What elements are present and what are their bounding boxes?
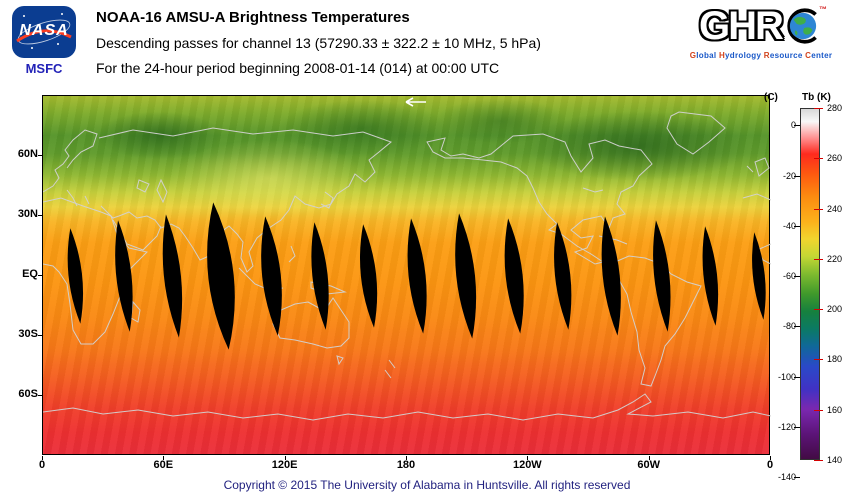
swath-gap xyxy=(601,216,621,336)
swath-gap xyxy=(311,222,329,330)
celsius-tick xyxy=(794,376,800,378)
colorbar-unit-kelvin: Tb (K) xyxy=(802,92,831,103)
lat-tick-label: 60N xyxy=(17,148,38,160)
lat-tick-label: 60S xyxy=(18,388,38,400)
copyright: Copyright © 2015 The University of Alaba… xyxy=(223,478,631,492)
kelvin-tick xyxy=(814,309,823,311)
celsius-tick-label: -60 xyxy=(782,271,796,282)
celsius-tick xyxy=(794,276,800,278)
kelvin-tick xyxy=(814,158,823,160)
celsius-tick-label: -140 xyxy=(777,472,796,483)
swath-gap xyxy=(162,214,183,338)
kelvin-tick xyxy=(814,409,823,411)
kelvin-tick-label: 260 xyxy=(827,153,843,164)
ghrc-logo: GHR ™ Global Hydrology Resource Center xyxy=(672,2,850,60)
lat-tick xyxy=(38,335,42,336)
lon-tick-label: 180 xyxy=(396,459,416,471)
swath-direction-arrow-icon xyxy=(405,97,426,107)
ghrc-letters: GHR xyxy=(699,4,784,48)
swath-gap xyxy=(360,224,378,328)
lat-tick-label: 30N xyxy=(17,208,38,220)
coastlines xyxy=(43,111,771,421)
colorbar xyxy=(800,108,820,460)
swath-gap xyxy=(752,232,766,320)
lat-tick-label: 30S xyxy=(18,328,38,340)
celsius-tick-label: -80 xyxy=(782,321,796,332)
celsius-tick xyxy=(794,125,800,127)
kelvin-tick xyxy=(814,460,823,461)
subtitle-channel: Descending passes for channel 13 (57290.… xyxy=(96,35,541,51)
kelvin-tick-label: 280 xyxy=(827,103,843,113)
lon-tick-label: 120E xyxy=(271,459,298,471)
lon-tick-label: 0 xyxy=(766,459,774,471)
lat-tick xyxy=(38,155,42,156)
kelvin-tick-label: 160 xyxy=(827,404,843,415)
lon-tick xyxy=(648,456,650,460)
kelvin-tick-label: 220 xyxy=(827,253,843,264)
lat-tick xyxy=(38,215,42,216)
kelvin-tick-label: 240 xyxy=(827,203,843,214)
lon-tick xyxy=(406,456,407,460)
lon-tick xyxy=(163,456,165,460)
kelvin-tick xyxy=(814,258,823,260)
nasa-wordmark: NASA xyxy=(19,22,69,39)
page-title: NOAA-16 AMSU-A Brightness Temperatures xyxy=(96,9,410,26)
swath-gap xyxy=(67,228,84,324)
celsius-tick-label: -120 xyxy=(777,421,796,432)
title-block: NOAA-16 AMSU-A Brightness Temperatures D… xyxy=(96,9,541,76)
celsius-tick-label: -40 xyxy=(782,220,796,231)
lon-tick-label: 60E xyxy=(153,459,174,471)
lon-tick-label: 0 xyxy=(38,459,46,471)
subtitle-period: For the 24-hour period beginning 2008-01… xyxy=(96,60,500,76)
celsius-tick xyxy=(794,477,800,479)
lon-tick xyxy=(527,456,529,460)
celsius-tick xyxy=(794,326,800,328)
lon-tick-label: 120W xyxy=(512,459,542,471)
kelvin-tick-label: 200 xyxy=(827,304,843,315)
kelvin-tick xyxy=(814,108,823,109)
swath-gap xyxy=(554,222,572,330)
lat-tick xyxy=(38,275,42,276)
lon-tick-label: 60W xyxy=(637,459,660,471)
trademark-mark: ™ xyxy=(818,5,827,14)
celsius-tick xyxy=(794,175,800,177)
swath-gaps xyxy=(67,202,766,350)
celsius-tick xyxy=(794,225,800,227)
colorbar-unit-celsius: (C) xyxy=(764,92,778,103)
map-panel xyxy=(42,95,771,455)
kelvin-tick-label: 140 xyxy=(827,455,843,465)
swath-gap xyxy=(115,220,133,332)
swath-gap xyxy=(702,226,719,326)
swath-gap xyxy=(504,218,524,334)
lon-tick xyxy=(42,456,43,460)
msfc-label: MSFC xyxy=(25,61,63,76)
celsius-tick-label: -20 xyxy=(782,170,796,181)
lat-tick-label: EQ xyxy=(22,268,38,280)
kelvin-tick xyxy=(814,359,823,361)
swath-gap xyxy=(455,213,477,339)
map-overlay xyxy=(43,97,771,421)
ghrc-subtitle: Global Hydrology Resource Center xyxy=(689,51,833,60)
celsius-tick xyxy=(794,426,800,428)
kelvin-tick-label: 180 xyxy=(827,354,843,365)
swath-gap xyxy=(407,218,427,334)
celsius-tick-label: -100 xyxy=(777,371,796,382)
lat-tick xyxy=(38,395,42,396)
nasa-insignia-icon xyxy=(16,13,72,49)
nasa-logo: NASA xyxy=(12,6,76,58)
swath-gap xyxy=(653,220,671,332)
kelvin-tick xyxy=(814,208,823,210)
swath-gap xyxy=(207,202,235,350)
globe-icon: ™ xyxy=(783,5,827,47)
ghrc-wordmark: GHR ™ xyxy=(672,2,850,50)
lon-tick xyxy=(770,456,771,460)
lon-tick xyxy=(284,456,286,460)
celsius-tick-label: 0 xyxy=(758,120,796,130)
swath-gap xyxy=(261,216,282,336)
